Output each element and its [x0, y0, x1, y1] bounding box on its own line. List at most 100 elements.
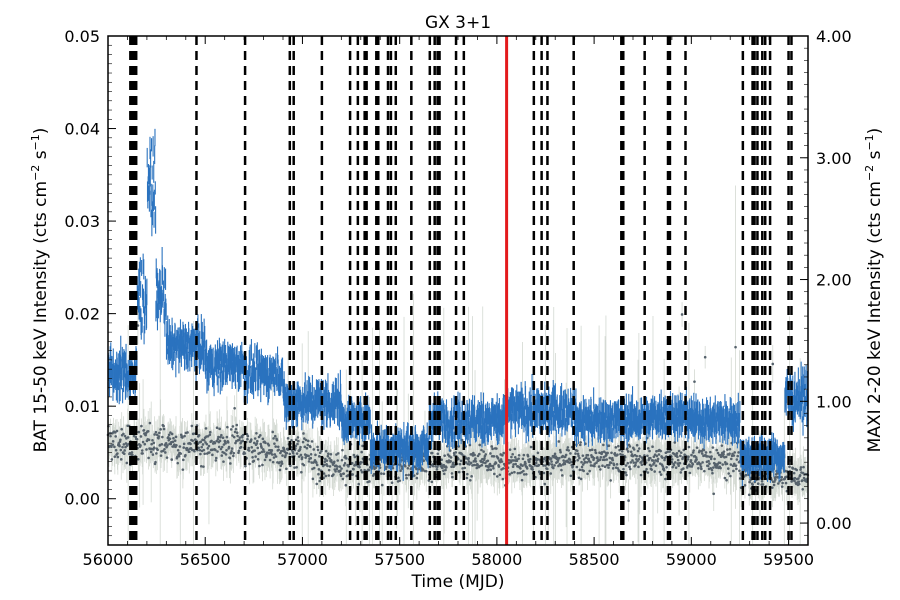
maxi-point — [301, 440, 305, 444]
maxi-point — [247, 449, 251, 452]
maxi-point — [152, 441, 156, 445]
maxi-point — [711, 446, 715, 449]
maxi-point — [288, 452, 292, 456]
maxi-point — [451, 461, 455, 465]
maxi-point — [550, 460, 553, 463]
maxi-point — [114, 448, 118, 452]
maxi-point — [634, 461, 638, 464]
maxi-point — [597, 465, 601, 468]
maxi-point — [780, 478, 783, 482]
maxi-point — [709, 457, 713, 461]
maxi-point — [467, 457, 470, 460]
maxi-point — [141, 452, 144, 455]
maxi-point — [516, 471, 520, 475]
maxi-point — [338, 465, 342, 468]
maxi-point — [350, 461, 354, 465]
maxi-point — [601, 464, 604, 468]
maxi-series — [106, 313, 810, 502]
maxi-point — [673, 461, 677, 464]
maxi-point — [205, 442, 209, 446]
maxi-point — [182, 442, 186, 446]
maxi-point — [406, 466, 410, 470]
maxi-point — [208, 430, 212, 434]
maxi-point — [398, 479, 402, 482]
maxi-point — [615, 463, 619, 466]
maxi-point — [677, 464, 680, 468]
maxi-point — [511, 465, 515, 469]
maxi-point — [648, 449, 651, 453]
maxi-point — [309, 456, 313, 460]
maxi-point — [777, 482, 780, 485]
maxi-point — [315, 461, 318, 464]
maxi-point — [263, 458, 267, 462]
maxi-point — [271, 430, 274, 434]
maxi-point — [113, 445, 116, 449]
maxi-point — [691, 463, 695, 466]
maxi-point — [729, 457, 733, 461]
maxi-point — [513, 447, 517, 451]
maxi-point — [220, 433, 223, 437]
maxi-point — [159, 454, 163, 457]
maxi-point — [332, 473, 335, 476]
maxi-point — [279, 464, 283, 467]
maxi-point — [139, 435, 143, 438]
maxi-point — [255, 431, 258, 435]
maxi-point — [119, 458, 123, 461]
maxi-point — [255, 439, 259, 443]
maxi-point — [122, 452, 126, 456]
maxi-point — [795, 468, 799, 472]
maxi-point — [327, 468, 331, 472]
maxi-point — [445, 466, 448, 469]
maxi-point — [464, 461, 468, 464]
maxi-point — [303, 437, 306, 440]
maxi-point — [122, 443, 126, 446]
maxi-point — [211, 453, 214, 457]
maxi-point — [246, 437, 249, 441]
maxi-point — [736, 454, 739, 458]
maxi-point — [217, 445, 221, 449]
maxi-point — [214, 459, 218, 462]
maxi-point — [167, 436, 170, 439]
maxi-point — [380, 472, 383, 475]
maxi-point — [179, 452, 183, 455]
maxi-point — [344, 457, 348, 460]
maxi-point — [650, 468, 654, 471]
maxi-point — [442, 472, 446, 476]
maxi-point — [297, 455, 301, 458]
maxi-point — [324, 474, 328, 478]
maxi-point — [497, 465, 501, 468]
maxi-point — [430, 451, 434, 455]
maxi-point — [492, 472, 496, 476]
maxi-point — [465, 476, 469, 480]
maxi-point — [588, 448, 592, 452]
maxi-point — [655, 454, 659, 458]
maxi-point — [468, 463, 471, 466]
maxi-point — [251, 455, 254, 459]
maxi-point — [260, 450, 264, 454]
maxi-point — [294, 438, 298, 442]
maxi-point — [231, 434, 234, 437]
maxi-point — [598, 458, 602, 462]
maxi-point — [118, 444, 121, 448]
maxi-point — [330, 458, 333, 462]
maxi-point — [285, 451, 289, 455]
maxi-point — [111, 440, 115, 443]
maxi-point — [626, 450, 630, 453]
maxi-point — [310, 440, 314, 443]
maxi-point — [232, 451, 236, 455]
maxi-point — [202, 448, 206, 452]
maxi-point — [298, 447, 302, 451]
maxi-point — [567, 449, 571, 452]
maxi-point — [175, 443, 178, 447]
maxi-point — [651, 445, 654, 449]
maxi-point — [594, 451, 598, 455]
maxi-point — [553, 464, 556, 467]
maxi-point — [148, 421, 152, 425]
maxi-point — [629, 450, 633, 454]
maxi-point — [560, 468, 563, 472]
maxi-point — [614, 446, 618, 449]
maxi-point — [722, 452, 725, 456]
maxi-point — [328, 465, 332, 468]
maxi-point — [170, 432, 174, 436]
maxi-point — [543, 482, 547, 486]
